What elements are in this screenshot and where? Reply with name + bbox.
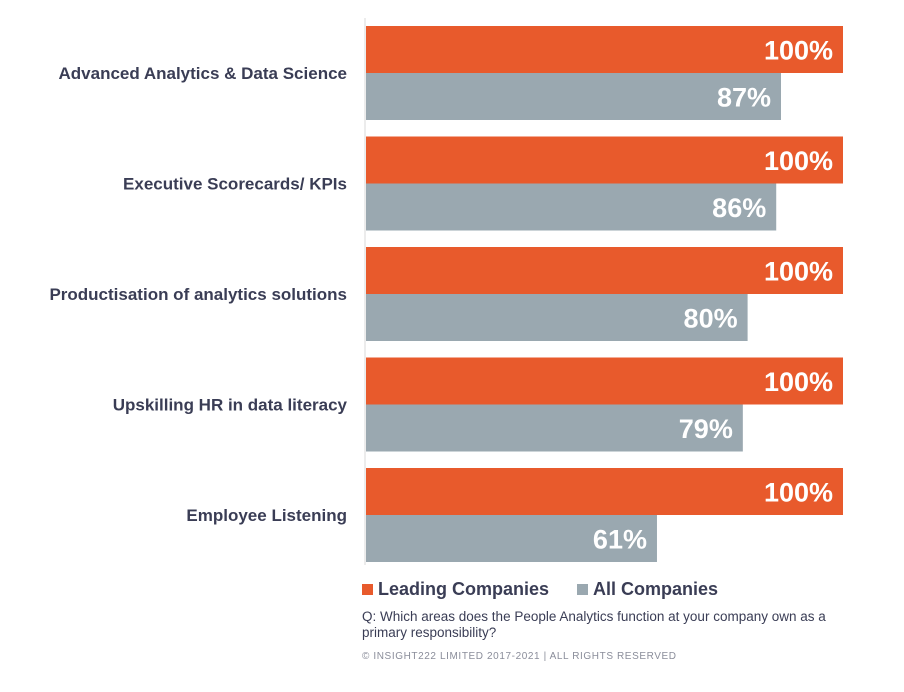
value-label-leading: 100% <box>764 257 833 287</box>
bar-leading <box>366 136 843 184</box>
category-label: Executive Scorecards/ KPIs <box>123 175 347 194</box>
legend-swatch-leading <box>362 584 373 595</box>
bar-leading <box>366 357 843 405</box>
value-label-all: 80% <box>684 304 738 334</box>
bar-leading <box>366 468 843 515</box>
legend: Leading Companies All Companies <box>362 579 746 600</box>
bar-leading <box>366 26 843 73</box>
bar-all <box>366 404 743 452</box>
value-label-all: 87% <box>717 83 771 113</box>
value-label-all: 79% <box>679 414 733 444</box>
bar-leading <box>366 247 843 294</box>
value-label-leading: 100% <box>764 478 833 508</box>
legend-swatch-all <box>577 584 589 595</box>
legend-item-leading: Leading Companies <box>362 579 549 600</box>
bar-all <box>366 73 781 120</box>
copyright-notice: © INSIGHT222 LIMITED 2017-2021 | ALL RIG… <box>362 651 677 662</box>
legend-label-all: All Companies <box>593 579 719 599</box>
bar-all <box>366 515 657 562</box>
survey-question: Q: Which areas does the People Analytics… <box>362 609 826 640</box>
legend-label-leading: Leading Companies <box>378 579 550 599</box>
category-label: Employee Listening <box>186 506 347 525</box>
value-label-leading: 100% <box>764 367 833 397</box>
category-label: Advanced Analytics & Data Science <box>59 64 348 83</box>
value-label-all: 61% <box>593 525 647 555</box>
bar-all <box>366 294 748 341</box>
bars-group: Advanced Analytics & Data Science 100% 87%… <box>49 26 843 562</box>
category-label: Productisation of analytics solutions <box>49 285 347 304</box>
value-label-all: 86% <box>712 193 766 223</box>
bar-all <box>366 183 777 231</box>
value-label-leading: 100% <box>764 36 833 66</box>
legend-item-all: All Companies <box>577 579 718 600</box>
value-label-leading: 100% <box>764 146 833 176</box>
category-label: Upskilling HR in data literacy <box>113 396 348 415</box>
